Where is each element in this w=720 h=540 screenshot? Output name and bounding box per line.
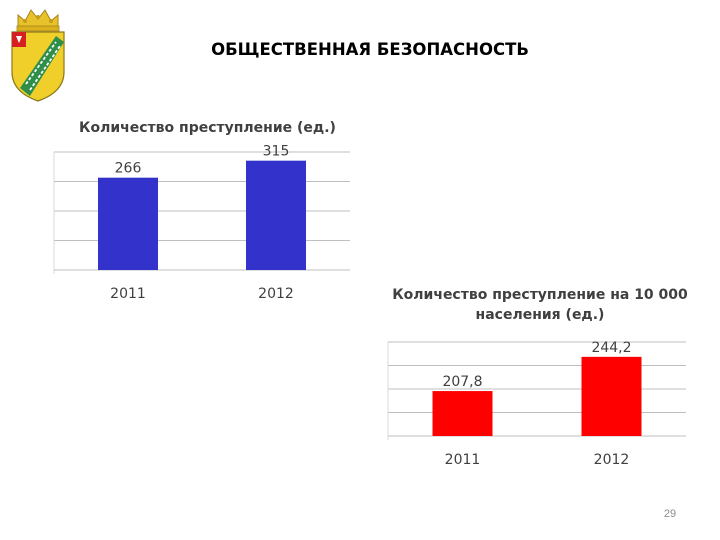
page-number: 29 — [663, 508, 677, 520]
data-label: 266 — [115, 161, 142, 177]
bar — [581, 356, 642, 436]
chart-title: Количество преступление на 10 000 населе… — [392, 287, 688, 323]
coat-of-arms-icon — [11, 9, 65, 102]
data-label: 244,2 — [591, 340, 631, 356]
chart-title: Количество преступление (ед.) — [79, 120, 336, 136]
crime-rate-plot: 207,8 2011 244,2 2012 — [387, 340, 686, 468]
x-tick-label: 2011 — [110, 286, 146, 302]
crime-count-chart: Количество преступление (ед.) 266 2011 315… — [40, 112, 370, 308]
slide-title: ОБЩЕСТВЕННАЯ БЕЗОПАСНОСТЬ — [211, 40, 529, 59]
crime-count-plot: 266 2011 315 2012 — [53, 144, 350, 302]
x-tick-label: 2012 — [258, 286, 294, 302]
x-tick-label: 2012 — [594, 452, 630, 468]
data-label: 315 — [263, 144, 290, 160]
x-tick-label: 2011 — [445, 452, 481, 468]
crime-rate-chart: Количество преступление на 10 000 населе… — [380, 280, 700, 476]
bar — [432, 391, 493, 436]
bar — [98, 177, 158, 270]
bar — [246, 160, 306, 270]
data-label: 207,8 — [442, 374, 482, 390]
